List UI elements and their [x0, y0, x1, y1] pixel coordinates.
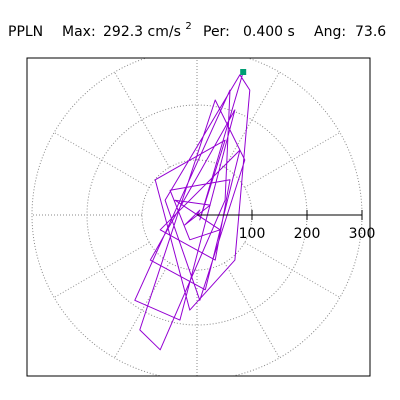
grid-spoke [244, 242, 341, 298]
title-station: PPLN [8, 24, 43, 40]
title-ang: 73.6 [355, 24, 386, 40]
grid-spoke [53, 132, 150, 188]
frame [26, 57, 371, 377]
grid-spoke [114, 262, 170, 359]
grid-spoke [224, 262, 280, 359]
grid-spoke [114, 71, 170, 168]
r-tick-label: 300 [349, 226, 376, 242]
end-marker [240, 69, 247, 75]
r-tick-label: 200 [294, 226, 321, 242]
grid-spoke [53, 242, 150, 298]
title-max-label: Max: [62, 24, 96, 40]
title-per: 0.400 s [243, 24, 295, 40]
grid-spoke [244, 132, 341, 188]
trajectory [134, 71, 251, 351]
grid-spoke [224, 71, 280, 168]
title-per-label: Per: [203, 24, 230, 40]
title-max: 292.3 cm/s [103, 24, 181, 40]
title-max-exp: 2 [185, 21, 191, 32]
chart-title: PPLN Max: 292.3 cm/s 2 Per: 0.400 s Ang:… [8, 18, 386, 40]
r-tick-label: 100 [239, 226, 266, 242]
title-ang-label: Ang: [314, 24, 346, 40]
